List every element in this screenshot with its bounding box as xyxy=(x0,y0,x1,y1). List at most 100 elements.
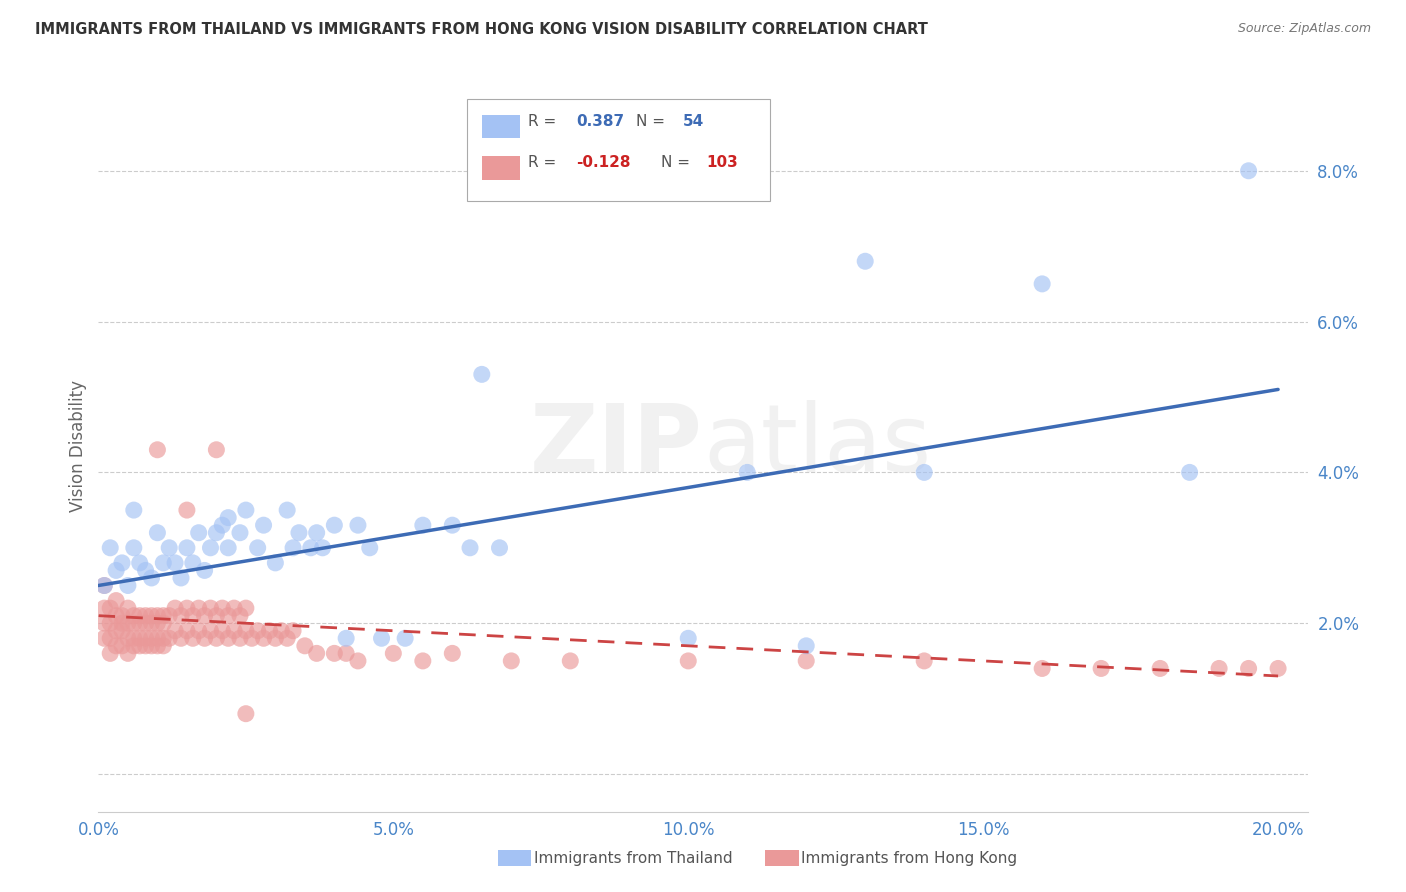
Point xyxy=(98,616,121,631)
Point xyxy=(146,632,169,646)
Text: -0.128: -0.128 xyxy=(576,154,630,169)
Point xyxy=(122,639,145,653)
Point xyxy=(259,624,281,638)
Point xyxy=(305,646,328,660)
Point xyxy=(128,639,150,653)
Point xyxy=(252,518,274,533)
Point xyxy=(229,632,252,646)
Point xyxy=(246,624,269,638)
Point xyxy=(305,525,328,540)
Text: 0.387: 0.387 xyxy=(576,114,624,128)
Point xyxy=(458,541,481,555)
Point xyxy=(194,608,217,623)
Point xyxy=(229,525,252,540)
Point xyxy=(122,503,145,517)
Point xyxy=(93,578,115,592)
Point xyxy=(117,601,139,615)
Point xyxy=(146,639,169,653)
Point xyxy=(93,616,115,631)
Point xyxy=(152,608,174,623)
FancyBboxPatch shape xyxy=(482,115,520,138)
Point xyxy=(441,518,464,533)
Point xyxy=(170,571,193,585)
Point xyxy=(98,601,121,615)
Point xyxy=(181,556,204,570)
Point xyxy=(187,601,209,615)
Point xyxy=(323,646,346,660)
Point xyxy=(105,608,128,623)
Point xyxy=(117,578,139,592)
Point xyxy=(281,541,304,555)
Point xyxy=(98,646,121,660)
Point xyxy=(176,624,198,638)
Point xyxy=(135,632,157,646)
FancyBboxPatch shape xyxy=(467,99,769,201)
Point xyxy=(135,616,157,631)
Point xyxy=(912,654,935,668)
Point xyxy=(141,571,163,585)
Point xyxy=(98,632,121,646)
Point xyxy=(128,556,150,570)
Point xyxy=(146,442,169,457)
Point xyxy=(1267,661,1289,675)
Point xyxy=(235,706,257,721)
Point xyxy=(205,608,228,623)
Point xyxy=(165,601,187,615)
Point xyxy=(488,541,510,555)
Point xyxy=(412,518,434,533)
Text: N =: N = xyxy=(637,114,671,128)
Point xyxy=(294,639,316,653)
Point xyxy=(211,601,233,615)
Point xyxy=(157,608,180,623)
Point xyxy=(560,654,582,668)
Point xyxy=(105,624,128,638)
Point xyxy=(200,541,222,555)
Point xyxy=(146,616,169,631)
Point xyxy=(152,632,174,646)
Point xyxy=(98,541,121,555)
Point xyxy=(370,632,392,646)
Point xyxy=(105,593,128,607)
Point xyxy=(678,654,700,668)
Point xyxy=(382,646,405,660)
Point xyxy=(122,608,145,623)
Point xyxy=(152,556,174,570)
Point xyxy=(222,601,245,615)
Point xyxy=(412,654,434,668)
Point xyxy=(128,632,150,646)
Point xyxy=(1208,661,1230,675)
Point xyxy=(117,616,139,631)
Point xyxy=(117,646,139,660)
Point xyxy=(441,646,464,660)
Y-axis label: Vision Disability: Vision Disability xyxy=(69,380,87,512)
Point xyxy=(217,541,239,555)
Point xyxy=(217,510,239,524)
Point xyxy=(187,624,209,638)
Point xyxy=(276,503,298,517)
Point xyxy=(347,518,370,533)
Point xyxy=(122,632,145,646)
Point xyxy=(122,541,145,555)
Point xyxy=(347,654,370,668)
Point xyxy=(264,556,287,570)
Point xyxy=(217,632,239,646)
Point xyxy=(1237,661,1260,675)
Point xyxy=(335,632,357,646)
Point xyxy=(170,632,193,646)
Point xyxy=(678,632,700,646)
Point xyxy=(105,563,128,577)
FancyBboxPatch shape xyxy=(482,156,520,180)
Point xyxy=(135,563,157,577)
Point xyxy=(135,639,157,653)
Point xyxy=(471,368,494,382)
Text: atlas: atlas xyxy=(703,400,931,492)
Point xyxy=(111,556,134,570)
Point xyxy=(111,608,134,623)
Point xyxy=(165,624,187,638)
Point xyxy=(152,639,174,653)
Point xyxy=(157,632,180,646)
Point xyxy=(141,608,163,623)
Point xyxy=(794,639,817,653)
Point xyxy=(205,442,228,457)
Point xyxy=(205,525,228,540)
